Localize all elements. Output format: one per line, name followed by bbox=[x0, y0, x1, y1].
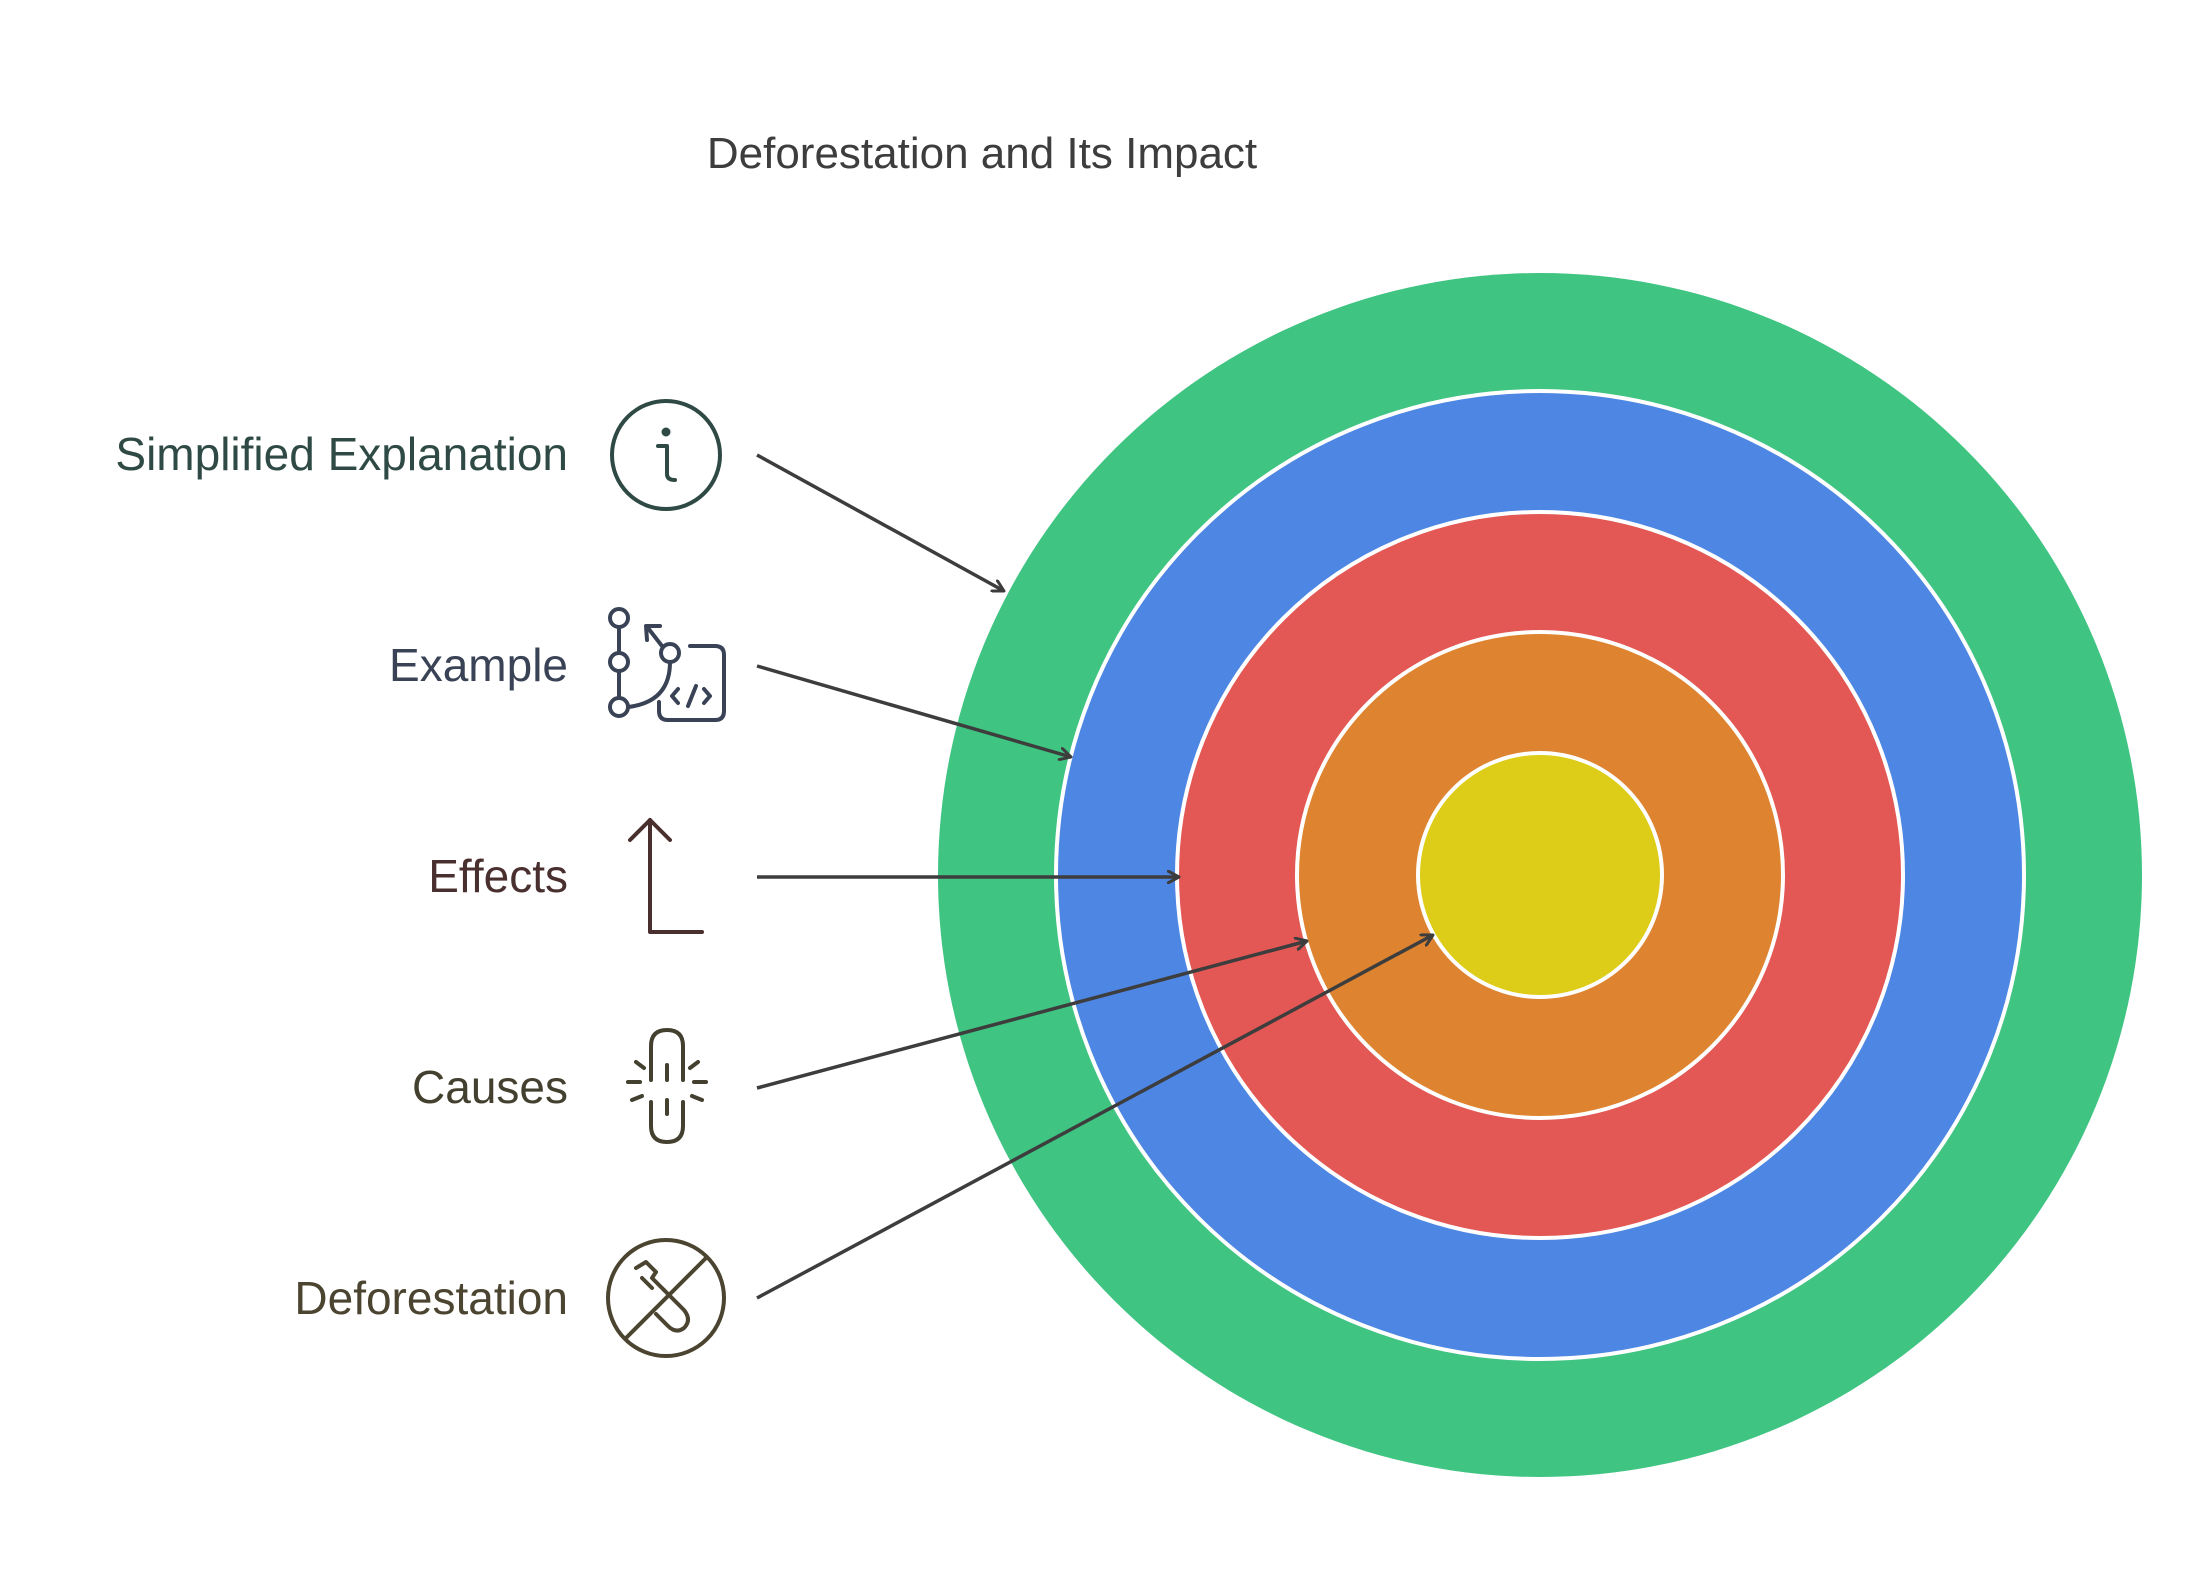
arrow-deforestation bbox=[756, 935, 1433, 1300]
no-chainsaw-icon bbox=[606, 1238, 726, 1358]
label-deforestation: Deforestation bbox=[294, 1272, 568, 1324]
code-branch-icon bbox=[608, 607, 726, 722]
label-example: Example bbox=[389, 639, 568, 691]
broken-link-icon bbox=[626, 1028, 708, 1144]
diagram-title: Deforestation and Its Impact bbox=[707, 129, 1257, 178]
arrow-up-icon bbox=[628, 818, 704, 934]
rings-group bbox=[938, 273, 2142, 1477]
arrow-causes bbox=[756, 941, 1307, 1090]
label-causes: Causes bbox=[412, 1061, 568, 1113]
info-icon bbox=[610, 399, 722, 511]
arrows-group bbox=[756, 453, 1433, 1300]
label-effects: Effects bbox=[428, 850, 568, 902]
arrow-example bbox=[756, 664, 1071, 757]
label-simplified-explanation: Simplified Explanation bbox=[115, 428, 568, 480]
center-circle bbox=[1416, 751, 1664, 999]
arrow-simplified-explanation bbox=[756, 453, 1004, 593]
